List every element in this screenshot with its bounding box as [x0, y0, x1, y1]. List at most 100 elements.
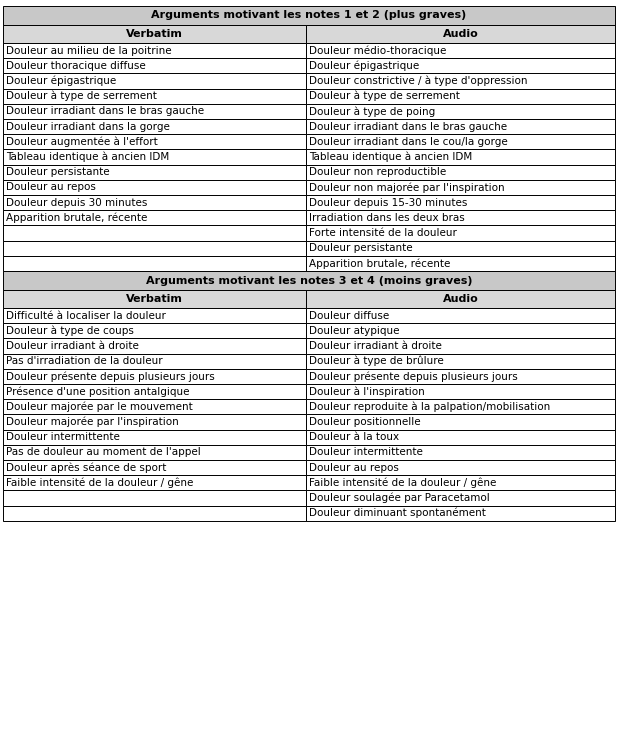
- Bar: [306, 43, 615, 58]
- Bar: [3, 256, 306, 271]
- Text: Verbatim: Verbatim: [126, 294, 183, 304]
- Bar: [306, 384, 615, 399]
- Bar: [3, 165, 306, 180]
- Bar: [306, 369, 615, 384]
- Text: Douleur non majorée par l'inspiration: Douleur non majorée par l'inspiration: [309, 182, 505, 193]
- Bar: [3, 43, 306, 58]
- Bar: [306, 354, 615, 369]
- Text: Douleur irradiant dans le bras gauche: Douleur irradiant dans le bras gauche: [309, 122, 507, 131]
- Bar: [306, 25, 615, 43]
- Text: Forte intensité de la douleur: Forte intensité de la douleur: [309, 228, 457, 238]
- Bar: [306, 308, 615, 323]
- Bar: [3, 89, 306, 104]
- Text: Douleur à type de serrement: Douleur à type de serrement: [6, 91, 157, 101]
- Bar: [306, 165, 615, 180]
- Bar: [306, 290, 615, 308]
- Text: Audio: Audio: [442, 294, 478, 304]
- Text: Audio: Audio: [442, 29, 478, 39]
- Bar: [3, 308, 306, 323]
- Text: Présence d'une position antalgique: Présence d'une position antalgique: [6, 387, 190, 397]
- Text: Douleur à type de serrement: Douleur à type de serrement: [309, 91, 460, 101]
- Bar: [3, 339, 306, 354]
- Text: Douleur à type de poing: Douleur à type de poing: [309, 106, 435, 117]
- Text: Douleur irradiant dans la gorge: Douleur irradiant dans la gorge: [6, 122, 170, 131]
- Text: Faible intensité de la douleur / gêne: Faible intensité de la douleur / gêne: [6, 477, 193, 488]
- Bar: [3, 490, 306, 506]
- Bar: [3, 354, 306, 369]
- Bar: [306, 256, 615, 271]
- Text: Douleur irradiant dans le cou/la gorge: Douleur irradiant dans le cou/la gorge: [309, 137, 508, 147]
- Text: Douleur depuis 30 minutes: Douleur depuis 30 minutes: [6, 198, 147, 207]
- Bar: [3, 6, 615, 25]
- Text: Tableau identique à ancien IDM: Tableau identique à ancien IDM: [6, 152, 169, 162]
- Bar: [3, 506, 306, 521]
- Text: Douleur majorée par l'inspiration: Douleur majorée par l'inspiration: [6, 417, 179, 427]
- Text: Douleur intermittente: Douleur intermittente: [6, 432, 120, 442]
- Bar: [306, 180, 615, 195]
- Bar: [3, 73, 306, 89]
- Text: Douleur irradiant dans le bras gauche: Douleur irradiant dans le bras gauche: [6, 106, 204, 117]
- Bar: [306, 104, 615, 119]
- Bar: [306, 119, 615, 134]
- Text: Douleur présente depuis plusieurs jours: Douleur présente depuis plusieurs jours: [6, 371, 214, 382]
- Bar: [306, 399, 615, 415]
- Bar: [3, 445, 306, 460]
- Text: Douleur épigastrique: Douleur épigastrique: [309, 61, 419, 71]
- Bar: [3, 210, 306, 225]
- Text: Douleur positionnelle: Douleur positionnelle: [309, 417, 421, 427]
- Text: Douleur non reproductible: Douleur non reproductible: [309, 168, 446, 177]
- Text: Douleur diminuant spontanément: Douleur diminuant spontanément: [309, 508, 486, 519]
- Text: Douleur atypique: Douleur atypique: [309, 325, 399, 336]
- Bar: [3, 104, 306, 119]
- Bar: [306, 210, 615, 225]
- Bar: [3, 25, 306, 43]
- Bar: [3, 119, 306, 134]
- Bar: [3, 180, 306, 195]
- Text: Irradiation dans les deux bras: Irradiation dans les deux bras: [309, 213, 465, 223]
- Text: Douleur à la toux: Douleur à la toux: [309, 432, 399, 442]
- Text: Douleur à type de coups: Douleur à type de coups: [6, 325, 134, 336]
- Bar: [3, 225, 306, 241]
- Bar: [306, 241, 615, 256]
- Bar: [306, 490, 615, 506]
- Text: Douleur médio-thoracique: Douleur médio-thoracique: [309, 45, 446, 56]
- Text: Douleur présente depuis plusieurs jours: Douleur présente depuis plusieurs jours: [309, 371, 518, 382]
- Text: Douleur constrictive / à type d'oppression: Douleur constrictive / à type d'oppressi…: [309, 76, 528, 86]
- Text: Douleur intermittente: Douleur intermittente: [309, 447, 423, 458]
- Bar: [306, 323, 615, 339]
- Bar: [3, 475, 306, 490]
- Bar: [3, 384, 306, 399]
- Text: Verbatim: Verbatim: [126, 29, 183, 39]
- Text: Douleur à l'inspiration: Douleur à l'inspiration: [309, 387, 425, 397]
- Text: Difficulté à localiser la douleur: Difficulté à localiser la douleur: [6, 311, 166, 320]
- Text: Apparition brutale, récente: Apparition brutale, récente: [6, 213, 147, 223]
- Text: Arguments motivant les notes 3 et 4 (moins graves): Arguments motivant les notes 3 et 4 (moi…: [146, 275, 472, 286]
- Bar: [306, 475, 615, 490]
- Text: Douleur au repos: Douleur au repos: [309, 463, 399, 472]
- Text: Douleur persistante: Douleur persistante: [6, 168, 109, 177]
- Text: Douleur au repos: Douleur au repos: [6, 182, 96, 193]
- Text: Douleur depuis 15-30 minutes: Douleur depuis 15-30 minutes: [309, 198, 467, 207]
- Bar: [306, 339, 615, 354]
- Bar: [306, 89, 615, 104]
- Text: Apparition brutale, récente: Apparition brutale, récente: [309, 258, 451, 269]
- Text: Douleur après séance de sport: Douleur après séance de sport: [6, 462, 166, 473]
- Bar: [306, 460, 615, 475]
- Bar: [3, 241, 306, 256]
- Bar: [3, 58, 306, 73]
- Text: Tableau identique à ancien IDM: Tableau identique à ancien IDM: [309, 152, 472, 162]
- Bar: [306, 415, 615, 430]
- Bar: [306, 134, 615, 149]
- Bar: [3, 290, 306, 308]
- Bar: [306, 225, 615, 241]
- Bar: [3, 134, 306, 149]
- Text: Pas d'irradiation de la douleur: Pas d'irradiation de la douleur: [6, 356, 163, 366]
- Bar: [3, 149, 306, 165]
- Bar: [3, 430, 306, 445]
- Text: Douleur thoracique diffuse: Douleur thoracique diffuse: [6, 61, 146, 71]
- Bar: [3, 195, 306, 210]
- Text: Arguments motivant les notes 1 et 2 (plus graves): Arguments motivant les notes 1 et 2 (plu…: [151, 10, 467, 21]
- Text: Faible intensité de la douleur / gêne: Faible intensité de la douleur / gêne: [309, 477, 496, 488]
- Text: Pas de douleur au moment de l'appel: Pas de douleur au moment de l'appel: [6, 447, 201, 458]
- Bar: [3, 271, 615, 290]
